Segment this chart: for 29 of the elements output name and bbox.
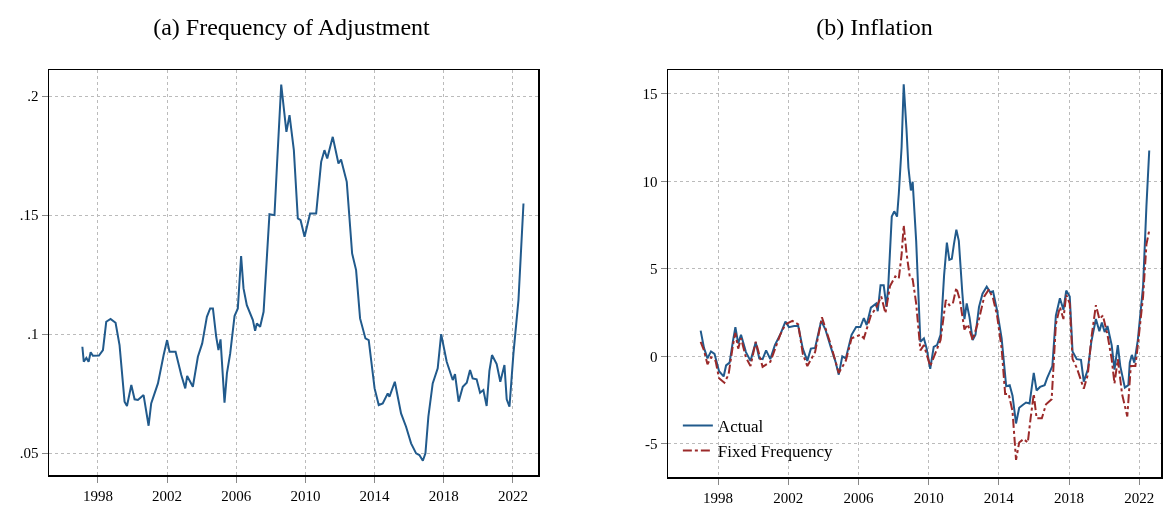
x-tick-label: 2018 — [428, 487, 459, 504]
x-tick-label: 2010 — [913, 489, 944, 506]
legend-label: Fixed Frequency — [717, 442, 834, 462]
y-tick-label: 0 — [650, 348, 658, 365]
y-tick-label: .05 — [19, 445, 39, 462]
x-tick-label: 2022 — [1124, 489, 1155, 506]
x-tick-label: 1998 — [82, 487, 113, 504]
chart-title: (a) Frequency of Adjustment — [153, 13, 431, 40]
y-tick-label: 10 — [642, 173, 658, 190]
x-tick-label: 2006 — [221, 487, 252, 504]
y-tick-label: 5 — [650, 261, 658, 278]
x-tick-label: 2002 — [773, 489, 804, 506]
y-tick-label: .15 — [19, 207, 39, 224]
x-tick-label: 1998 — [703, 489, 734, 506]
line-series — [699, 224, 1151, 461]
y-tick-label: 15 — [642, 86, 658, 103]
y-tick-label: -5 — [645, 436, 658, 453]
x-tick-label: 2010 — [290, 487, 321, 504]
x-tick-label: 2014 — [359, 487, 391, 504]
legend-label: Actual — [717, 417, 764, 437]
x-tick-label: 2002 — [152, 487, 183, 504]
chart-title: (b) Inflation — [816, 13, 933, 40]
x-tick-label: 2006 — [843, 489, 874, 506]
x-tick-label: 2014 — [983, 489, 1015, 506]
y-tick-label: .1 — [27, 326, 39, 343]
x-tick-label: 2018 — [1054, 489, 1085, 506]
line-series — [81, 83, 525, 462]
x-tick-label: 2022 — [497, 487, 528, 504]
y-tick-label: .2 — [27, 88, 39, 105]
